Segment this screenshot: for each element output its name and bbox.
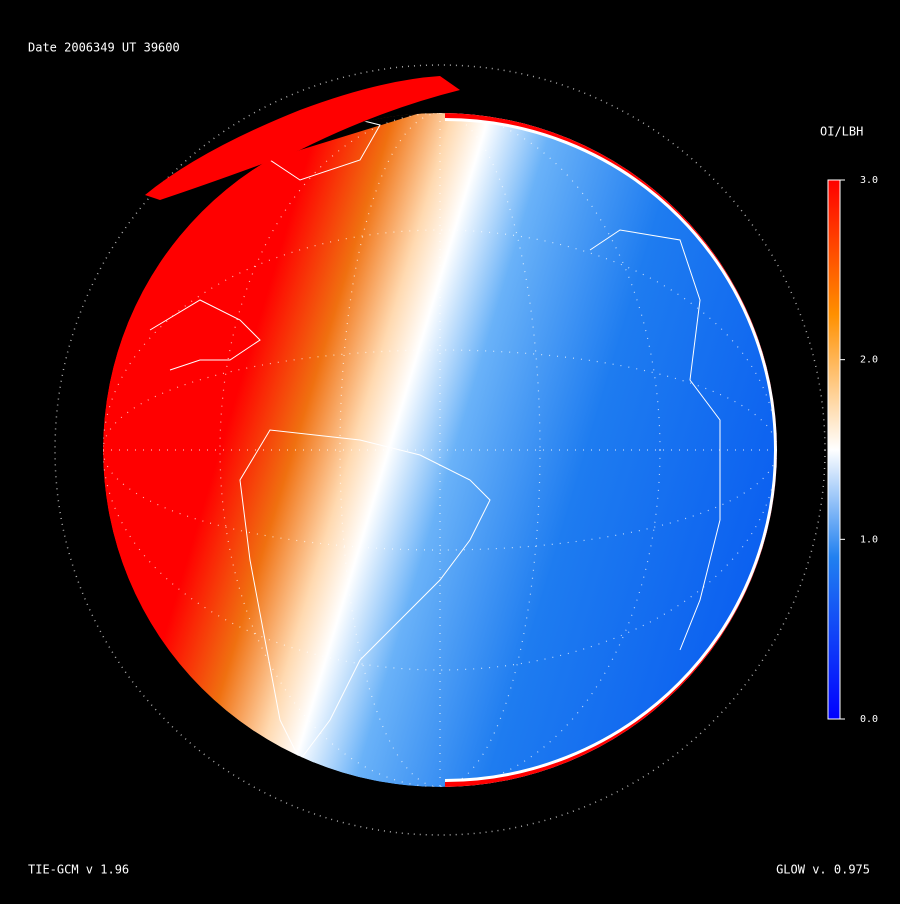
footer-right: GLOW v. 0.975 — [776, 863, 870, 877]
date-label: Date 2006349 UT 39600 — [28, 41, 180, 55]
colorbar-title: OI/LBH — [820, 125, 863, 139]
globe-limb — [54, 64, 826, 836]
globe-image — [103, 113, 777, 787]
tick-label: 3.0 — [860, 175, 878, 186]
tick-label: 1.0 — [860, 534, 878, 545]
colorbar — [827, 179, 841, 720]
tick-label: 2.0 — [860, 355, 878, 366]
colorbar-ticks: 3.0 2.0 1.0 0.0 — [840, 175, 878, 725]
globe-edge — [145, 76, 460, 200]
footer-left: TIE-GCM v 1.96 — [28, 863, 129, 877]
tick-label: 0.0 — [860, 714, 878, 725]
